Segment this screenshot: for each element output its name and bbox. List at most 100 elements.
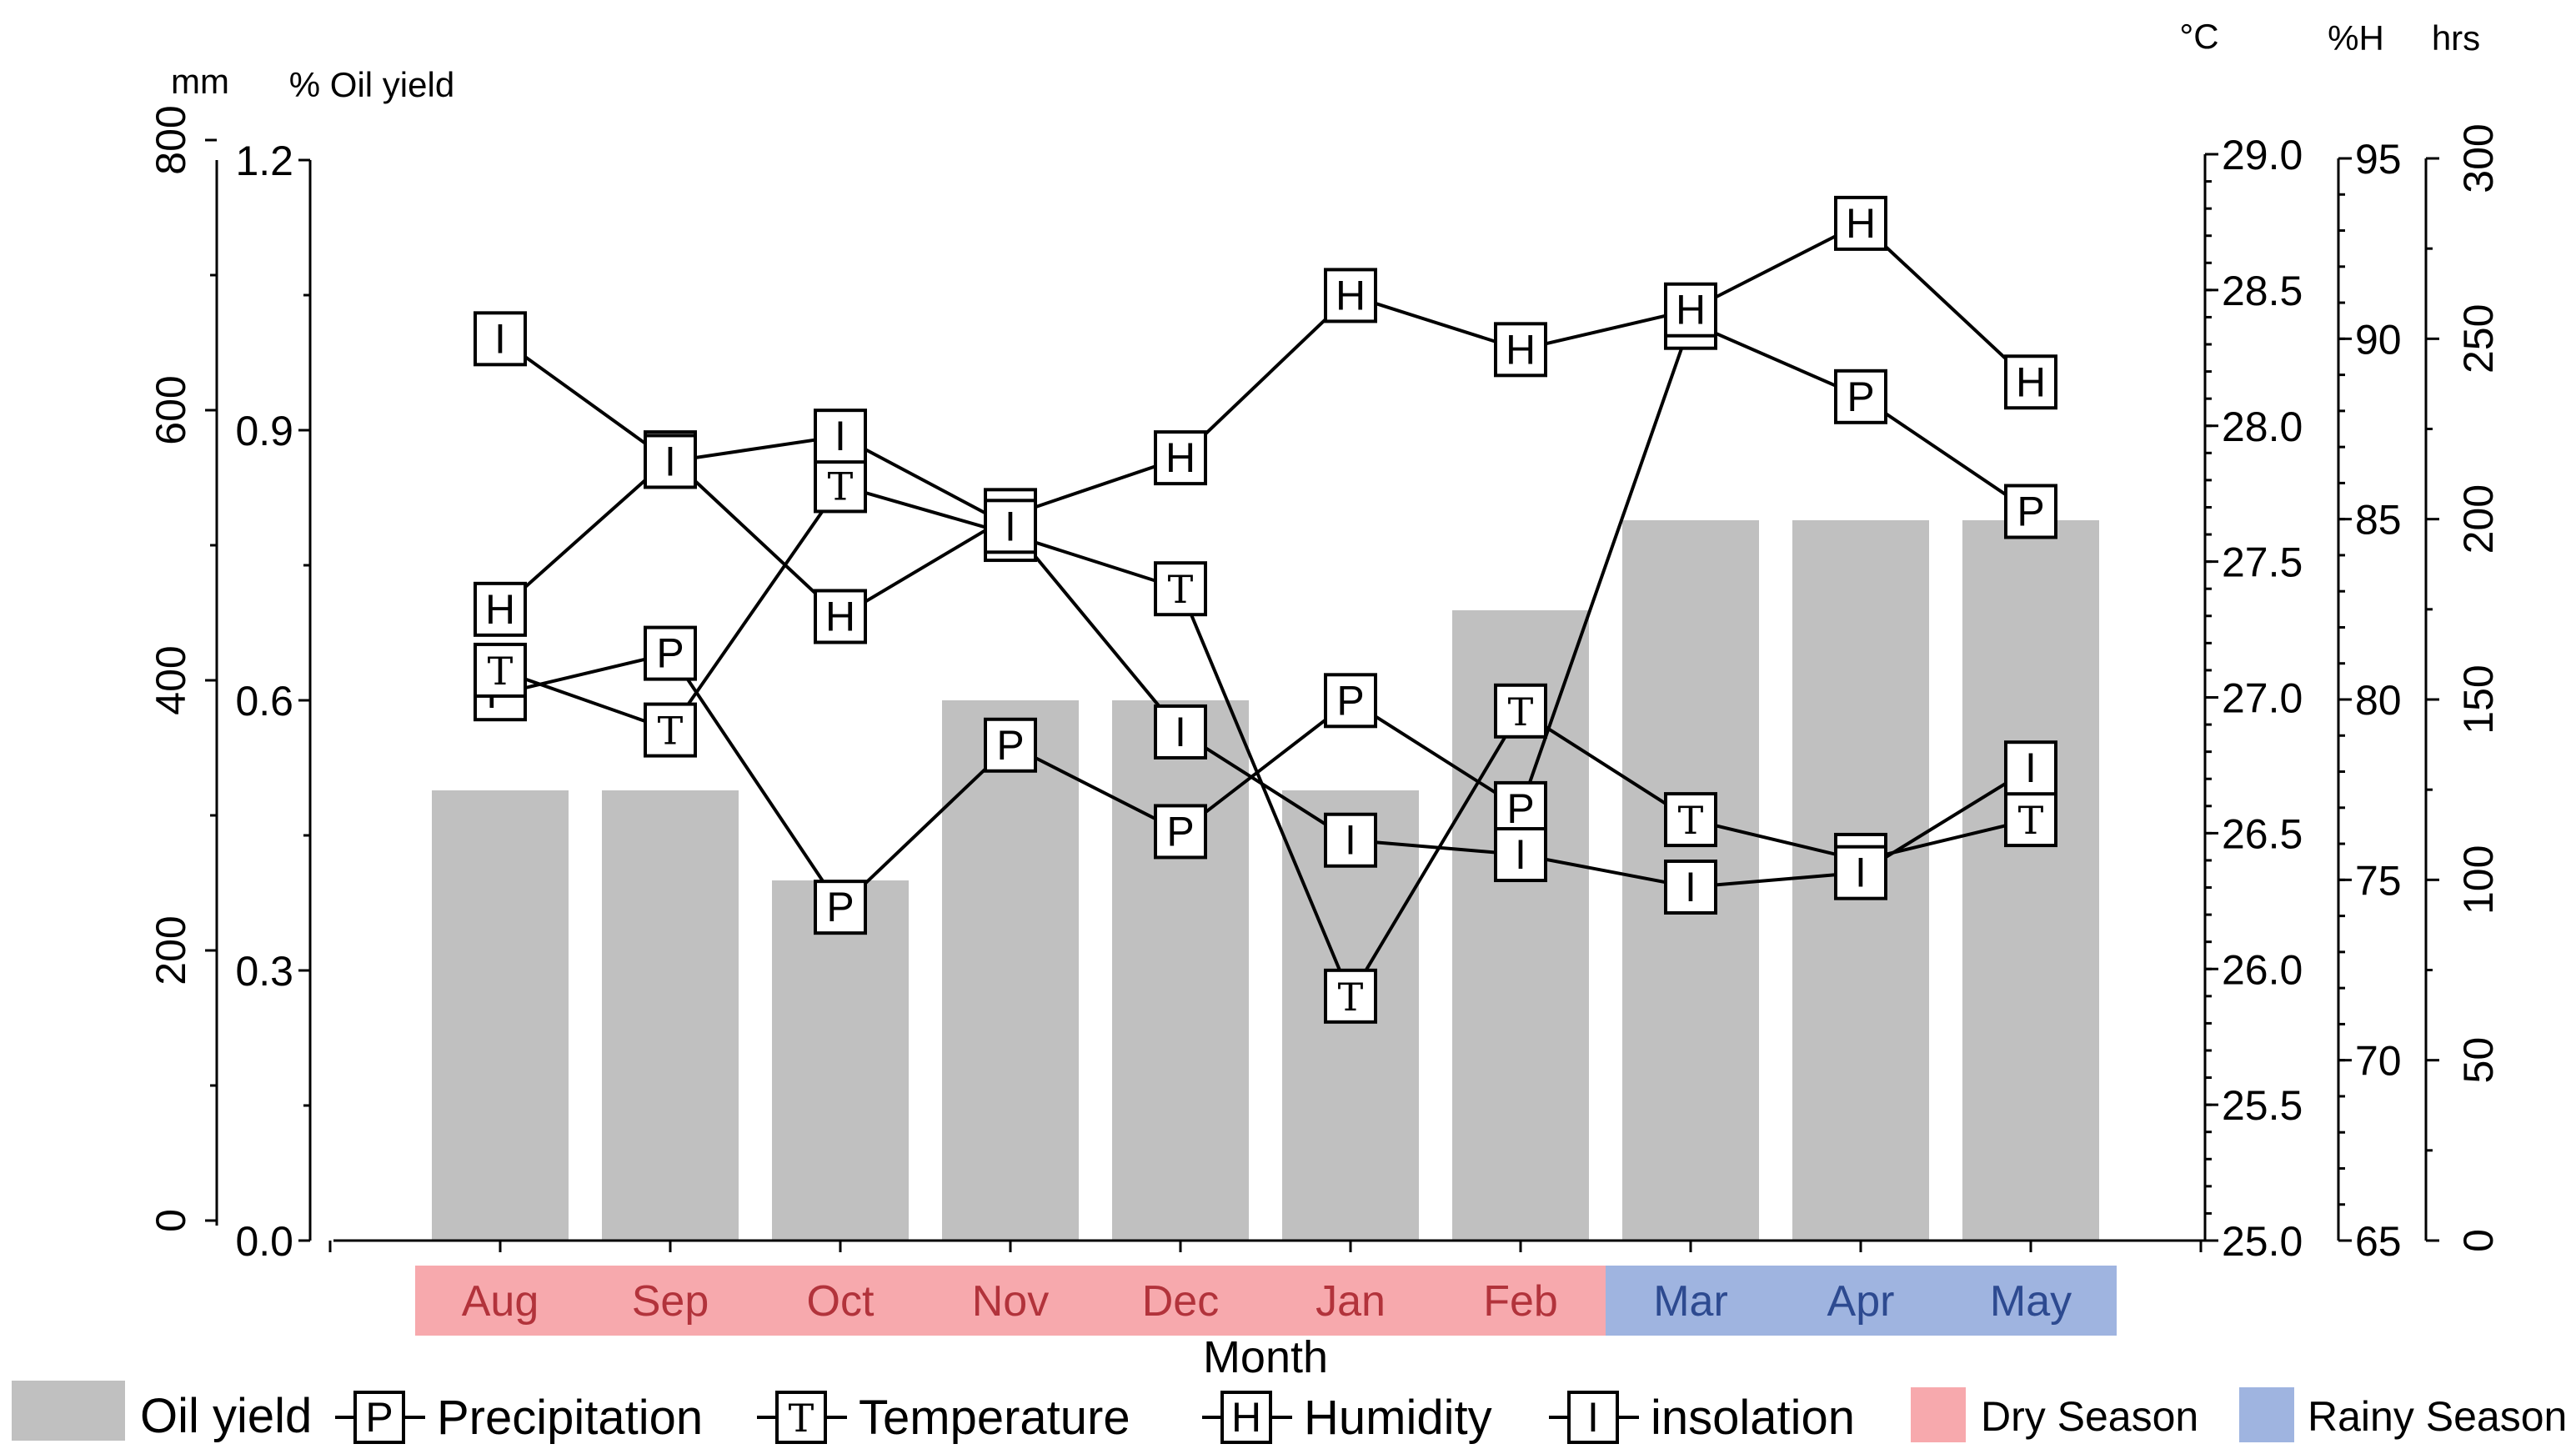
season-band-sep (585, 1266, 756, 1336)
marker-box (2004, 484, 2057, 539)
marker-letter: P (1506, 785, 1534, 832)
oil-yield-tick-label: 0.0 (235, 1218, 293, 1265)
season-band-mar (1606, 1266, 1777, 1336)
humidity-tick-label: 70 (2355, 1038, 2402, 1085)
season-band-oct (755, 1266, 926, 1336)
month-label-dec: Dec (1142, 1277, 1219, 1326)
marker-box (474, 581, 527, 637)
marker-letter: I (1175, 709, 1186, 755)
legend-precipitation-marker (353, 1391, 405, 1444)
marker-letter: P (2017, 489, 2044, 535)
month-label-oct: Oct (807, 1277, 875, 1326)
precipitation-unit: mm (171, 62, 229, 101)
month-label-sep: Sep (632, 1277, 709, 1326)
humidity-point-jan: H (1324, 268, 1377, 323)
marker-letter: P (656, 630, 684, 677)
precipitation-point-dec: P (1154, 804, 1207, 860)
marker-box (1154, 704, 1207, 760)
legend-dry-season-label: Dry Season (1981, 1393, 2198, 1440)
marker-box (1494, 827, 1547, 883)
insolation-unit: hrs (2432, 18, 2480, 58)
marker-letter: T (658, 709, 684, 754)
insolation-point-dec: I (1154, 704, 1207, 760)
marker-box (1324, 812, 1377, 868)
legend-humidity-marker-letter: H (1231, 1394, 1261, 1441)
marker-letter: P (1166, 808, 1194, 855)
insolation-tick-label: 0 (2455, 1229, 2502, 1252)
precipitation-tick-label: 600 (148, 375, 194, 444)
temperature-point-jan: T (1324, 968, 1377, 1024)
legend-oil-yield-swatch (12, 1381, 125, 1441)
legend-oil-yield-label: Oil yield (140, 1389, 312, 1443)
marker-letter: I (1855, 850, 1867, 896)
marker-box (1494, 780, 1547, 836)
oil-yield-bars (432, 520, 2099, 1241)
humidity-point-oct: H (814, 589, 867, 644)
legend: Oil yield P Precipitation T Temperature H Humi… (12, 1381, 2567, 1445)
marker-letter: H (1506, 326, 1536, 373)
marker-letter: P (1336, 677, 1364, 724)
temperature-tick-label: 26.0 (2222, 946, 2303, 993)
insolation-line (499, 337, 2032, 890)
marker-letter: H (1336, 272, 1366, 318)
marker-box (2004, 354, 2057, 410)
marker-box (1154, 430, 1207, 486)
marker-box (2004, 740, 2057, 796)
precipitation-tick-label: 800 (148, 105, 194, 174)
humidity-tick-label: 80 (2355, 677, 2402, 724)
oil-yield-bar-dec (1112, 700, 1249, 1241)
marker-box (644, 625, 697, 681)
legend-dry-season-swatch (1911, 1387, 1966, 1442)
humidity-tick-label: 90 (2355, 316, 2402, 363)
humidity-point-apr: H (1834, 195, 1887, 251)
marker-letter: H (1676, 287, 1706, 333)
legend-rainy-season-swatch (2239, 1387, 2294, 1442)
season-band-may (1946, 1266, 2117, 1336)
legend-insolation-marker (1567, 1391, 1619, 1444)
marker-letter: I (1685, 864, 1696, 910)
marker-letter: P (996, 722, 1024, 769)
marker-box (1664, 859, 1717, 915)
humidity-point-may: H (2004, 354, 2057, 410)
marker-box (644, 702, 697, 758)
precipitation-point-may: P (2004, 484, 2057, 539)
temperature-tick-label: 28.0 (2222, 404, 2303, 450)
precipitation-tick-label: 0 (148, 1209, 194, 1232)
marker-box (474, 311, 527, 367)
insolation-point-jan: I (1324, 812, 1377, 868)
insolation-point-may: I (2004, 740, 2057, 796)
marker-box (1324, 968, 1377, 1024)
marker-box (814, 409, 867, 464)
temperature-tick-label: 27.5 (2222, 539, 2303, 586)
humidity-point-mar: H (1664, 282, 1717, 338)
season-bands: Aug Sep Oct Nov Dec Jan Feb Mar Apr May Month (415, 1266, 2117, 1382)
marker-letter: I (664, 438, 676, 484)
marker-box (1834, 845, 1887, 900)
temperature-tick-label: 27.0 (2222, 675, 2303, 722)
insolation-point-feb: I (1494, 827, 1547, 883)
precipitation-tick-label: 400 (148, 645, 194, 714)
temperature-point-sep: T (644, 702, 697, 758)
insolation-tick-label: 250 (2455, 304, 2502, 374)
marker-letter: T (828, 464, 854, 509)
temperature-tick-label: 29.0 (2222, 132, 2303, 178)
precipitation-point-nov: P (984, 717, 1037, 773)
humidity-tick-label: 95 (2355, 136, 2402, 183)
series-lines (499, 221, 2032, 1000)
marker-letter: I (1005, 503, 1016, 549)
month-label-apr: Apr (1827, 1277, 1895, 1326)
legend-precipitation-marker-letter: P (365, 1394, 393, 1441)
month-label-may: May (1990, 1277, 2072, 1326)
marker-letter: T (1338, 975, 1364, 1020)
month-label-aug: Aug (462, 1277, 539, 1326)
temperature-tick-label: 25.0 (2222, 1218, 2303, 1265)
marker-box (814, 880, 867, 935)
temperature-unit: °C (2179, 17, 2218, 56)
x-axis-title: Month (1203, 1332, 1328, 1382)
marker-letter: P (1847, 374, 1874, 420)
marker-letter: H (825, 593, 855, 639)
marker-box (644, 434, 697, 489)
precipitation-point-feb: P (1494, 780, 1547, 836)
